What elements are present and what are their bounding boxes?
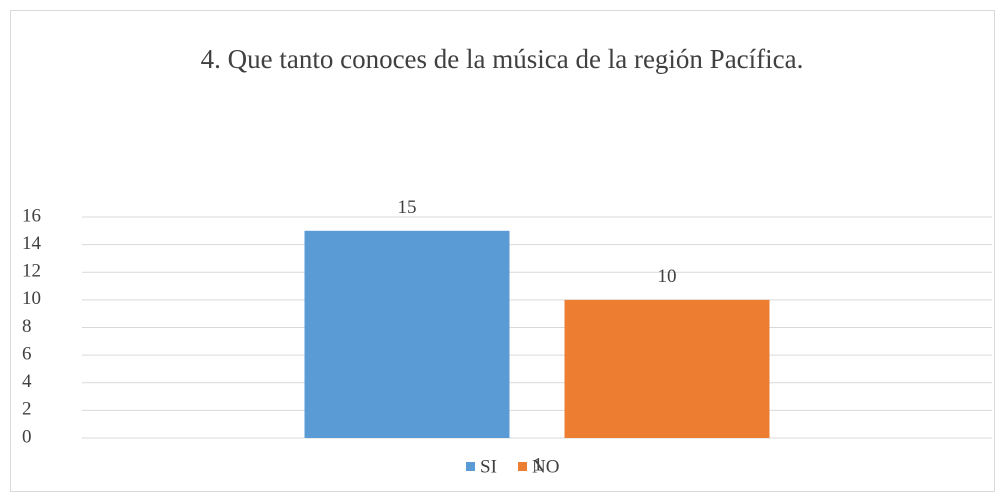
legend-swatch bbox=[466, 462, 475, 471]
y-tick-label: 4 bbox=[22, 371, 32, 392]
y-tick-label: 8 bbox=[22, 316, 32, 337]
y-tick-label: 14 bbox=[22, 233, 42, 254]
data-label: 10 bbox=[658, 266, 677, 287]
x-tick-label: 1 bbox=[533, 454, 543, 475]
data-label: 15 bbox=[398, 197, 417, 218]
y-tick-label: 12 bbox=[22, 261, 41, 282]
y-tick-label: 2 bbox=[22, 399, 32, 420]
y-tick-label: 10 bbox=[22, 288, 41, 309]
bar bbox=[564, 299, 770, 438]
legend-label: NO bbox=[532, 456, 559, 477]
y-tick-label: 16 bbox=[22, 205, 41, 226]
legend-label: SI bbox=[480, 456, 497, 477]
legend-swatch bbox=[518, 462, 527, 471]
chart-title: 4. Que tanto conoces de la música de la … bbox=[201, 44, 804, 74]
y-tick-label: 0 bbox=[22, 426, 32, 447]
bar bbox=[304, 230, 510, 438]
y-tick-label: 6 bbox=[22, 343, 32, 364]
